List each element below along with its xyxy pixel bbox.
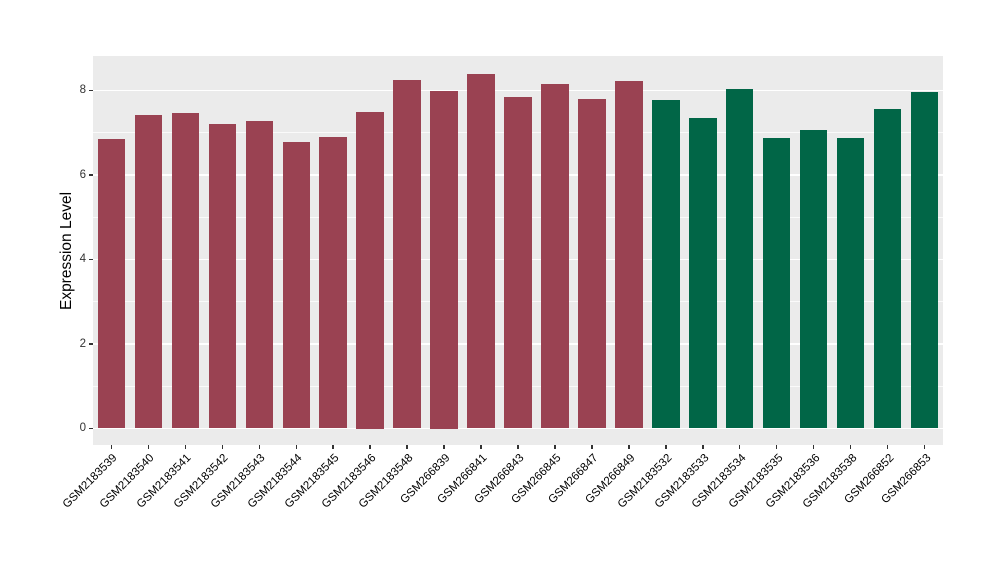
x-tick-mark-GSM2183536 xyxy=(812,445,815,449)
bar-GSM266839 xyxy=(430,90,458,429)
x-tick-mark-GSM2183546 xyxy=(369,445,371,449)
y-tick-label-4: 4 xyxy=(79,253,86,265)
x-tick-mark-GSM2183540 xyxy=(147,445,150,449)
bar-GSM266853 xyxy=(910,92,939,429)
x-tick-mark-GSM266847 xyxy=(591,445,593,449)
x-tick-mark-GSM2183544 xyxy=(295,445,297,449)
bar-GSM266852 xyxy=(873,108,902,429)
x-tick-mark-GSM2183534 xyxy=(738,445,741,449)
y-tick-mark-8 xyxy=(89,89,93,92)
x-tick-mark-GSM266845 xyxy=(554,445,556,449)
bar-GSM2183545 xyxy=(319,137,347,429)
y-tick-mark-0 xyxy=(89,427,93,430)
x-tick-mark-GSM266841 xyxy=(480,445,482,449)
bar-GSM2183532 xyxy=(652,100,680,429)
gridline-major-y0 xyxy=(93,427,943,430)
bar-GSM266849 xyxy=(615,80,643,429)
x-tick-mark-GSM2183545 xyxy=(332,445,334,449)
bar-GSM2183542 xyxy=(208,123,237,429)
x-tick-mark-GSM2183532 xyxy=(665,445,667,449)
x-tick-mark-GSM2183543 xyxy=(258,445,261,449)
y-tick-mark-6 xyxy=(89,174,93,176)
bar-GSM2183546 xyxy=(356,111,384,429)
y-tick-mark-4 xyxy=(89,258,93,261)
x-tick-mark-GSM266853 xyxy=(923,445,926,449)
bar-GSM2183539 xyxy=(97,138,126,429)
bar-GSM2183535 xyxy=(762,138,791,429)
x-tick-mark-GSM2183542 xyxy=(221,445,224,449)
bar-GSM2183540 xyxy=(134,114,163,429)
y-axis-title: Expression Level xyxy=(57,191,75,310)
y-tick-label-0: 0 xyxy=(79,422,86,434)
x-tick-mark-GSM2183538 xyxy=(849,445,852,449)
plot-panel xyxy=(93,56,943,445)
y-tick-mark-2 xyxy=(89,343,93,345)
x-tick-mark-GSM2183548 xyxy=(406,445,408,449)
bar-GSM2183541 xyxy=(171,112,200,429)
bar-GSM266843 xyxy=(504,97,532,429)
x-tick-mark-GSM266852 xyxy=(886,445,889,449)
bar-GSM2183544 xyxy=(282,142,310,429)
x-tick-mark-GSM266839 xyxy=(443,445,445,449)
y-tick-label-8: 8 xyxy=(79,84,86,96)
x-tick-mark-GSM266849 xyxy=(628,445,630,449)
bar-GSM266845 xyxy=(541,84,569,429)
x-tick-mark-GSM2183535 xyxy=(775,445,778,449)
bar-GSM2183534 xyxy=(725,89,754,429)
bar-GSM2183548 xyxy=(393,79,421,429)
gridline-major-y8 xyxy=(93,89,943,92)
x-tick-mark-GSM2183539 xyxy=(110,445,113,449)
y-tick-label-6: 6 xyxy=(79,168,86,181)
bar-GSM266841 xyxy=(467,73,495,429)
y-tick-label-2: 2 xyxy=(79,337,86,350)
bar-GSM2183543 xyxy=(245,120,274,429)
x-tick-mark-GSM2183541 xyxy=(184,445,187,449)
bar-GSM266847 xyxy=(578,98,606,429)
x-tick-mark-GSM266843 xyxy=(517,445,519,449)
x-tick-mark-GSM2183533 xyxy=(702,445,704,449)
bar-GSM2183533 xyxy=(689,118,717,429)
bar-GSM2183538 xyxy=(836,138,865,429)
bar-GSM2183536 xyxy=(799,129,828,429)
